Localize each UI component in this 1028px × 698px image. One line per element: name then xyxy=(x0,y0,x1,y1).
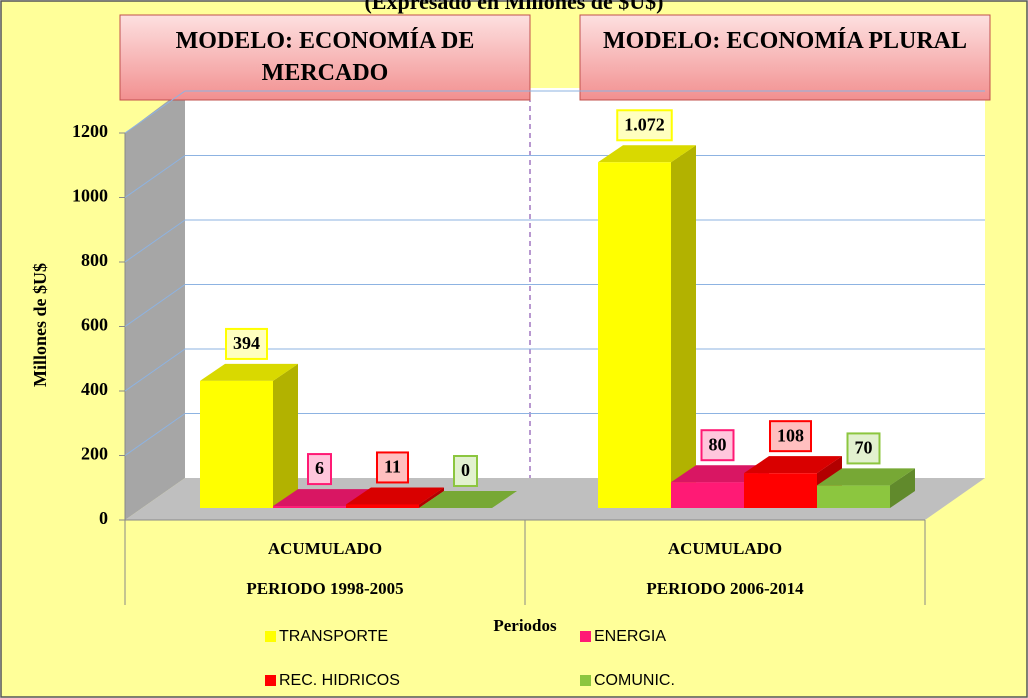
value-label: 394 xyxy=(233,333,260,353)
legend-label: TRANSPORTE xyxy=(279,628,388,645)
value-label: 80 xyxy=(709,434,727,454)
bar-top-shade xyxy=(744,456,842,474)
bar-side xyxy=(273,363,298,508)
legend-label: REC. HIDRICOS xyxy=(279,672,400,689)
y-tick-label: 200 xyxy=(81,444,108,464)
bar-top-shade xyxy=(817,468,915,486)
bar-top xyxy=(273,489,371,507)
value-label: 70 xyxy=(855,438,873,458)
value-label: 108 xyxy=(777,425,804,445)
bar xyxy=(817,485,890,508)
value-label-tint xyxy=(701,430,734,461)
bar xyxy=(200,380,273,508)
legend-label: COMUNIC. xyxy=(594,672,675,689)
x-tick-label: PERIODO 2006-2014 xyxy=(646,579,804,598)
grid-line xyxy=(124,90,186,134)
bar-side-shade xyxy=(419,487,444,508)
value-label-box xyxy=(616,109,673,142)
value-label-box xyxy=(225,327,268,360)
annotation-box xyxy=(119,14,531,101)
bar-side-shade xyxy=(671,145,696,508)
annotation-line: MERCADO xyxy=(262,60,389,86)
bar-side-shade xyxy=(890,468,915,508)
chart-title: (Expresado en Millones de $U$) xyxy=(364,0,663,14)
x-axis-label: Periodos xyxy=(493,616,557,635)
y-tick-label: 800 xyxy=(81,250,108,270)
bar xyxy=(598,162,671,508)
bar-side-shade xyxy=(273,363,298,508)
value-label-box xyxy=(307,453,332,486)
bar xyxy=(671,482,744,508)
bar-top xyxy=(817,468,915,486)
value-label-box xyxy=(769,420,812,453)
bar-top-shade xyxy=(346,487,444,505)
bar-top xyxy=(346,487,444,505)
value-label-box xyxy=(375,451,410,484)
grid-line xyxy=(124,348,186,392)
value-label-tint xyxy=(617,110,672,141)
annotation: MODELO: ECONOMÍA DE MERCADO xyxy=(176,28,475,86)
y-tick-label: 400 xyxy=(81,379,108,399)
grid-line xyxy=(124,413,186,456)
annotation-box xyxy=(579,14,991,101)
annotation: MODELO: ECONOMÍA PLURAL xyxy=(603,28,967,54)
side-wall xyxy=(125,88,185,520)
legend-swatch xyxy=(580,675,591,686)
y-tick-label: 600 xyxy=(81,315,108,335)
x-tick-label: ACUMULADO xyxy=(268,539,382,558)
y-tick-label: 1200 xyxy=(72,121,108,141)
y-axis-label: Millones de $U$ xyxy=(30,263,50,387)
value-label-tint xyxy=(454,456,477,486)
bar-side xyxy=(890,468,915,508)
value-label-tint xyxy=(308,454,331,485)
bar-top-shade xyxy=(273,489,371,507)
bar-top-shade xyxy=(200,363,298,381)
bar-side xyxy=(671,145,696,508)
legend-swatch xyxy=(265,675,276,686)
bar-top-shade xyxy=(598,145,696,163)
bar-top-shade xyxy=(419,491,517,508)
value-label-tint xyxy=(770,421,811,452)
bar-top xyxy=(744,456,842,474)
bar-top xyxy=(200,363,298,381)
bar xyxy=(273,506,346,508)
value-label: 0 xyxy=(461,460,470,480)
value-label-box xyxy=(846,432,881,465)
annotation-line: MODELO: ECONOMÍA PLURAL xyxy=(603,28,967,54)
value-label: 1.072 xyxy=(624,114,665,134)
value-label-box xyxy=(453,455,478,487)
grid-line xyxy=(124,155,186,198)
value-label-tint xyxy=(226,328,267,359)
legend-swatch xyxy=(580,631,591,642)
legend-label: ENERGIA xyxy=(594,628,666,645)
value-label-tint xyxy=(376,452,409,483)
bar xyxy=(744,473,817,508)
y-tick-label: 1000 xyxy=(72,186,108,206)
value-label-box xyxy=(700,429,735,462)
x-tick-label: ACUMULADO xyxy=(668,539,782,558)
bar xyxy=(346,504,419,508)
annotation-line: MODELO: ECONOMÍA DE xyxy=(176,28,475,54)
bar-top xyxy=(598,145,696,163)
x-tick-label: PERIODO 1998-2005 xyxy=(246,579,403,598)
grid-line xyxy=(124,219,186,263)
legend-swatch xyxy=(265,631,276,642)
value-label-tint xyxy=(847,433,880,464)
value-label: 6 xyxy=(315,458,324,478)
y-tick-label: 0 xyxy=(99,508,108,528)
value-label: 11 xyxy=(384,457,401,477)
bar-side xyxy=(419,487,444,508)
bar-top xyxy=(419,491,517,508)
back-wall xyxy=(185,88,985,478)
grid-line xyxy=(124,284,186,327)
